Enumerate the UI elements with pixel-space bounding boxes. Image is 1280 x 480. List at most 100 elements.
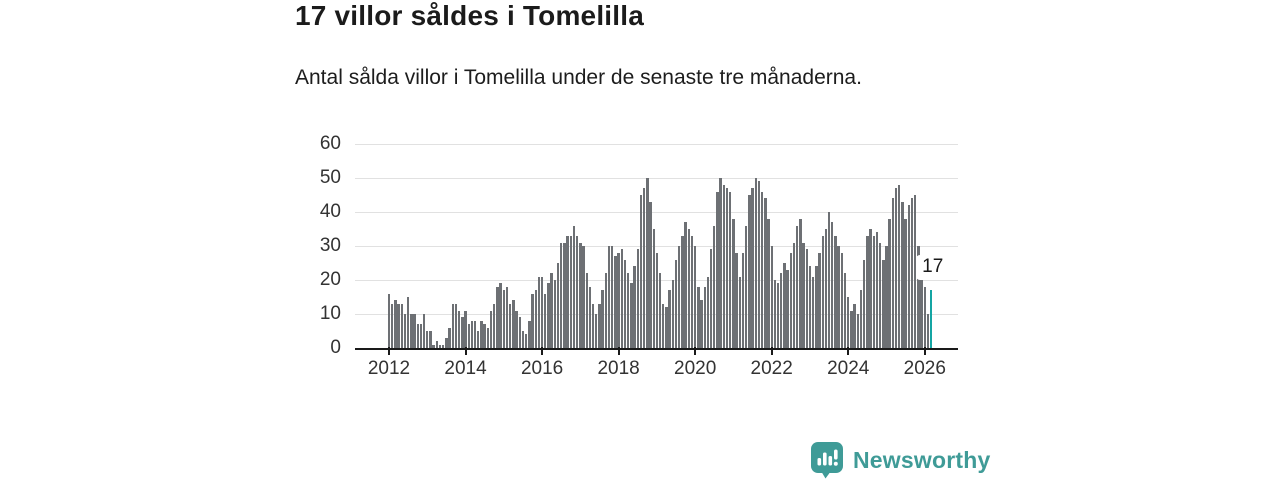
bar	[917, 246, 920, 348]
bar	[636, 249, 639, 348]
highlighted-bar-latest	[929, 290, 933, 348]
x-axis-tick-label: 2024	[827, 358, 870, 379]
gridline	[355, 178, 958, 179]
chart-subtitle: Antal sålda villor i Tomelilla under de …	[295, 66, 862, 89]
bar	[582, 246, 585, 348]
bar	[690, 235, 694, 348]
bar	[674, 259, 678, 348]
bar	[757, 181, 761, 348]
bar	[748, 195, 751, 348]
bar	[390, 303, 394, 348]
bar	[853, 303, 856, 348]
bar	[422, 314, 426, 348]
bar	[397, 303, 400, 348]
bar	[684, 222, 687, 348]
x-axis-tick-label: 2022	[750, 358, 793, 379]
bar	[796, 225, 799, 348]
bar	[907, 205, 911, 348]
bar	[923, 286, 926, 348]
bar	[508, 303, 512, 348]
bar	[553, 280, 557, 348]
bar	[741, 252, 745, 348]
bar	[700, 300, 703, 348]
bar	[454, 303, 458, 348]
bar	[681, 235, 684, 348]
bar	[821, 235, 824, 348]
bar	[464, 310, 467, 348]
x-axis-tick	[847, 347, 850, 355]
bar	[432, 344, 435, 348]
bar	[477, 331, 480, 348]
bar	[732, 218, 735, 348]
plot-area	[355, 144, 958, 350]
chart-title: 17 villor såldes i Tomelilla	[295, 0, 645, 31]
bar	[642, 188, 646, 348]
x-axis-tick	[694, 347, 697, 355]
bar	[799, 218, 802, 348]
bar	[623, 259, 627, 348]
bar	[499, 283, 502, 348]
bar	[639, 195, 643, 348]
bar	[872, 235, 875, 348]
bar	[649, 201, 652, 348]
bar	[840, 252, 844, 348]
bar	[926, 314, 930, 348]
bar	[910, 198, 914, 348]
y-axis-tick-label: 40	[319, 201, 341, 222]
bar	[438, 344, 442, 348]
bar	[626, 273, 630, 348]
bar	[706, 276, 710, 348]
bar	[847, 297, 850, 348]
bar	[591, 303, 595, 348]
bar	[898, 184, 901, 348]
bar	[585, 273, 588, 348]
newsworthy-speech-bubble-chart-icon	[810, 441, 844, 479]
bar	[751, 188, 754, 348]
bar	[426, 331, 429, 348]
bar	[834, 235, 837, 348]
bar	[496, 286, 499, 348]
bar	[697, 286, 700, 348]
bar	[528, 320, 531, 348]
bar	[658, 273, 662, 348]
bar	[831, 222, 834, 348]
x-axis-tick-label: 2012	[367, 358, 411, 379]
bar	[713, 225, 716, 348]
bar	[904, 218, 907, 348]
bar	[387, 293, 391, 348]
bar	[837, 246, 840, 348]
bar	[524, 334, 528, 348]
gridline	[355, 144, 958, 145]
bar	[792, 242, 796, 348]
bar	[920, 266, 923, 348]
bar	[403, 314, 407, 348]
bar	[410, 314, 413, 348]
x-axis-tick-label: 2016	[520, 358, 564, 379]
latest-value-label: 17	[916, 255, 950, 281]
bar	[869, 229, 872, 348]
bar	[579, 242, 582, 348]
bar	[550, 273, 553, 348]
brand-logo: Newsworthy	[810, 441, 990, 479]
bar	[764, 198, 767, 348]
bar	[770, 246, 773, 348]
bar	[760, 191, 764, 348]
bar	[617, 252, 620, 348]
bar	[563, 242, 566, 348]
bar	[914, 195, 917, 348]
bar	[467, 324, 470, 348]
x-axis-tick	[388, 347, 390, 355]
bar	[406, 297, 410, 348]
bar	[744, 225, 748, 348]
bar	[515, 310, 518, 348]
x-axis-tick-label: 2026	[903, 358, 946, 379]
bar	[678, 246, 681, 348]
bar	[738, 276, 741, 348]
bar	[843, 273, 847, 348]
bar	[537, 276, 541, 348]
bar	[802, 242, 805, 348]
bar	[518, 317, 521, 348]
bar	[655, 252, 659, 348]
bar	[547, 283, 550, 348]
